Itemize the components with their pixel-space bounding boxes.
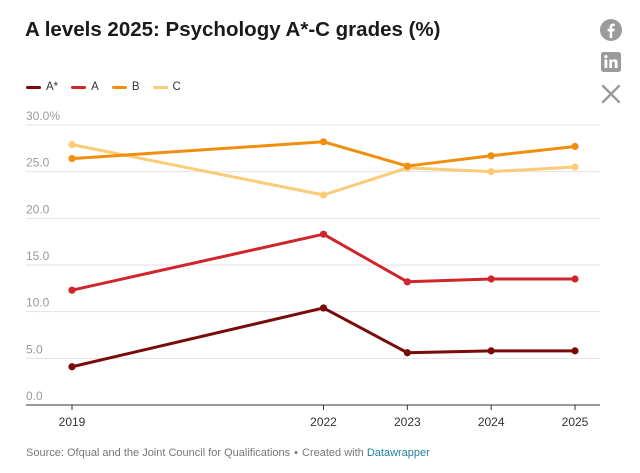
legend-swatch-a [71,85,87,89]
created-with-note: Created with [302,447,364,459]
legend-item-a-star: A* [26,81,58,93]
y-tick-label: 30.0% [26,109,60,123]
chart-legend: A* A B C [26,81,194,93]
x-tick-label: 2023 [394,415,421,429]
linkedin-share-button[interactable] [599,50,623,74]
chart-title: A levels 2025: Psychology A*-C grades (%… [25,18,441,41]
data-point-C [319,191,328,199]
data-point-B [571,142,579,151]
y-tick-label: 25.0 [26,156,50,170]
legend-label-b: B [131,81,140,93]
y-tick-label: 10.0 [26,296,50,310]
data-point-C [487,168,495,176]
data-point-A* [571,347,579,355]
x-tick-label: 2022 [310,415,337,429]
data-point-B [319,138,328,146]
data-point-A [487,275,495,283]
y-tick-label: 0.0 [26,389,43,403]
x-tick-label: 2025 [562,415,589,429]
legend-label-a: A [91,81,99,93]
y-tick-label: 15.0 [26,249,50,263]
y-tick-label: 5.0 [26,342,43,356]
facebook-share-button[interactable] [599,18,623,42]
series-line-A [70,232,577,292]
y-tick-label: 20.0 [26,202,50,216]
data-point-A [403,278,411,286]
x-tick-label: 2024 [478,415,505,429]
x-share-button[interactable] [599,82,623,106]
x-tick-label: 2019 [59,415,86,429]
data-point-A* [487,347,495,355]
data-point-B [403,162,411,170]
data-point-A* [403,349,411,357]
legend-item-c: C [152,81,181,93]
data-point-A [571,275,579,283]
datawrapper-link[interactable]: Datawrapper [366,447,430,459]
legend-label-a-star: A* [46,81,59,93]
x-icon [601,84,621,104]
data-point-A [68,286,76,294]
facebook-icon [600,19,622,41]
data-point-B [487,152,495,160]
source-note: Source: Ofqual and the Joint Council for… [26,447,291,459]
data-point-B [68,155,76,163]
legend-swatch-a-star [26,85,41,89]
chart-footer: Source: Ofqual and the Joint Council for… [26,447,430,459]
series-line-B [70,140,577,168]
line-chart: 0.0 5.0 10.0 15.0 20.0 25.0 30.0% 2019 2022 2023 2… [26,109,600,429]
legend-label-c: C [172,81,181,93]
legend-swatch-b [111,85,127,89]
data-point-A* [319,304,328,312]
footer-separator: • [294,447,299,459]
data-point-C [571,163,579,171]
linkedin-icon [601,52,621,72]
legend-item-b: B [111,81,140,93]
data-point-A* [68,363,76,371]
legend-item-a: A [71,81,99,93]
legend-swatch-c [152,85,168,89]
data-point-A [319,230,328,238]
data-point-C [68,141,76,149]
